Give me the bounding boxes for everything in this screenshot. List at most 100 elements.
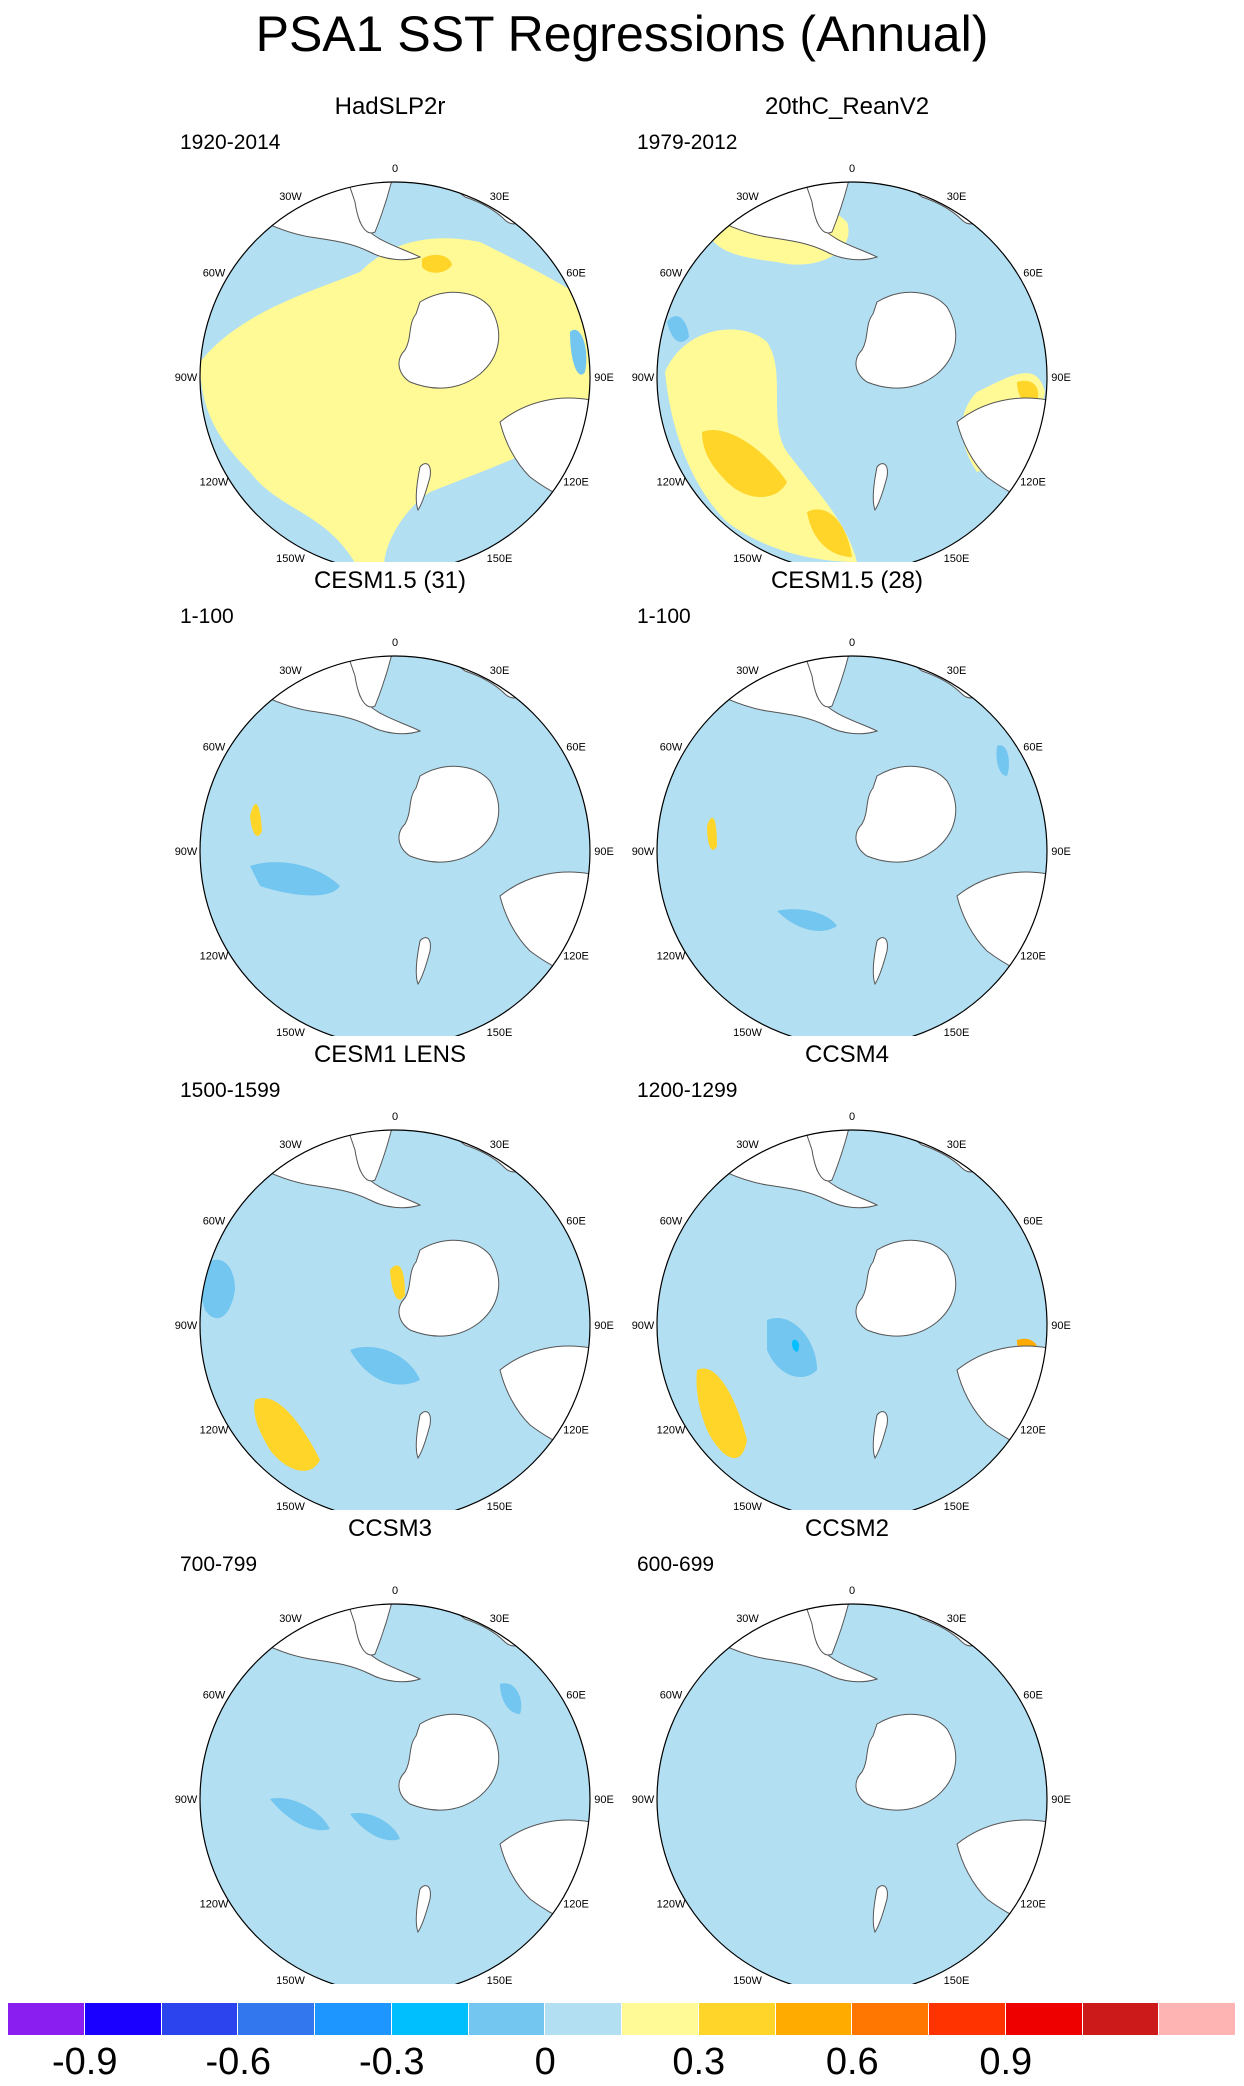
landmass xyxy=(398,1239,500,1337)
map-panel: 030E60E90E120E150E180150W120W90W60W30WCE… xyxy=(617,566,1077,1036)
longitude-label: 60E xyxy=(1023,742,1043,754)
map-panel: 030E60E90E120E150E180150W120W90W60W30WHa… xyxy=(160,92,620,562)
panel-title: 20thC_ReanV2 xyxy=(764,93,930,120)
sst-contour-region xyxy=(500,1683,522,1714)
panel-period-label: 700-799 xyxy=(180,1553,258,1576)
landmass xyxy=(872,937,888,986)
sst-contour-region xyxy=(220,452,290,522)
longitude-label: 90W xyxy=(175,372,198,384)
landmass xyxy=(872,1885,888,1934)
sst-contour-region xyxy=(777,909,837,931)
longitude-label: 90E xyxy=(594,372,614,384)
colorbar-swatch xyxy=(8,2003,85,2035)
polar-map: 030E60E90E120E150E180150W120W90W60W30W xyxy=(632,163,1071,562)
panel-title: HadSLP2r xyxy=(334,93,446,120)
longitude-label: 30E xyxy=(947,1139,967,1151)
map-panel: 030E60E90E120E150E180150W120W90W60W30W20… xyxy=(617,92,1077,562)
longitude-label: 60E xyxy=(566,742,586,754)
figure-title: PSA1 SST Regressions (Annual) xyxy=(255,6,989,62)
landmass xyxy=(855,1239,957,1337)
longitude-label: 30W xyxy=(279,1613,302,1625)
longitude-label: 60E xyxy=(1023,268,1043,280)
sst-contour-region xyxy=(200,238,590,562)
longitude-label: 90W xyxy=(632,846,655,858)
sst-contour-region xyxy=(254,1398,320,1471)
landmass xyxy=(415,1411,431,1460)
sst-contour-region xyxy=(270,1798,330,1831)
sst-contour-region xyxy=(767,1803,896,1895)
sst-contour-region xyxy=(422,254,452,273)
polar-map: 030E60E90E120E150E180150W120W90W60W30W xyxy=(175,163,614,562)
longitude-label: 120E xyxy=(1020,1425,1046,1437)
longitude-label: 150W xyxy=(276,1975,305,1984)
longitude-label: 120E xyxy=(1020,1899,1046,1911)
polar-map: 030E60E90E120E150E180150W120W90W60W30W xyxy=(175,1111,614,1510)
sst-contour-region xyxy=(707,817,717,850)
landmass xyxy=(398,1713,500,1811)
panel-title: CESM1 LENS xyxy=(313,1041,467,1068)
longitude-label: 90E xyxy=(1051,1794,1071,1806)
panel-period-label: 1200-1299 xyxy=(637,1079,738,1102)
colorbar-swatch xyxy=(852,2003,929,2035)
landmass xyxy=(855,291,957,389)
panel-title: CCSM2 xyxy=(804,1515,889,1542)
polar-map: 030E60E90E120E150E180150W120W90W60W30W xyxy=(175,1585,614,1984)
longitude-label: 150E xyxy=(944,1975,970,1984)
longitude-label: 150W xyxy=(276,1027,305,1036)
map-panel: 030E60E90E120E150E180150W120W90W60W30WCC… xyxy=(617,1040,1077,1510)
longitude-label: 0 xyxy=(392,1585,398,1597)
longitude-label: 60E xyxy=(566,268,586,280)
colorbar-swatch xyxy=(84,2003,162,2035)
longitude-label: 120E xyxy=(1020,951,1046,963)
colorbar-swatch xyxy=(1159,2003,1236,2035)
longitude-label: 150E xyxy=(487,1027,513,1036)
sst-contour-region xyxy=(696,1368,747,1459)
map-boundary xyxy=(199,181,591,562)
longitude-label: 150W xyxy=(276,553,305,562)
map-boundary xyxy=(199,1603,591,1984)
panel-title: CESM1.5 (31) xyxy=(313,567,467,594)
colorbar xyxy=(8,2003,1236,2035)
longitude-label: 60W xyxy=(203,742,226,754)
longitude-label: 90E xyxy=(594,846,614,858)
longitude-label: 30W xyxy=(279,665,302,677)
panel-period-label: 1979-2012 xyxy=(637,131,738,154)
map-boundary xyxy=(656,1129,1048,1510)
longitude-label: 150W xyxy=(733,1975,762,1984)
colorbar-swatch xyxy=(468,2003,546,2035)
map-boundary xyxy=(656,181,1048,562)
longitude-label: 120E xyxy=(563,477,589,489)
longitude-label: 0 xyxy=(849,1111,855,1123)
longitude-label: 0 xyxy=(392,1111,398,1123)
longitude-label: 0 xyxy=(849,637,855,649)
colorbar-tick-label: 0.3 xyxy=(672,2041,726,2083)
longitude-label: 60W xyxy=(203,1216,226,1228)
panel-period-label: 1-100 xyxy=(180,605,234,628)
panel-period-label: 1500-1599 xyxy=(180,1079,281,1102)
colorbar-swatch xyxy=(315,2003,392,2035)
landmass xyxy=(398,291,500,389)
longitude-label: 30E xyxy=(947,191,967,203)
panel-period-label: 1920-2014 xyxy=(180,131,281,154)
sst-contour-region xyxy=(665,329,857,562)
colorbar-swatch xyxy=(929,2003,1006,2035)
sst-contour-region xyxy=(702,430,787,497)
longitude-label: 90E xyxy=(1051,846,1071,858)
colorbar-tick-label: -0.9 xyxy=(52,2041,118,2083)
longitude-label: 120E xyxy=(563,951,589,963)
longitude-label: 90W xyxy=(175,846,198,858)
sst-contour-region xyxy=(220,1743,392,1849)
landmass xyxy=(872,1411,888,1460)
longitude-label: 60W xyxy=(660,268,683,280)
colorbar-swatch xyxy=(545,2003,622,2035)
longitude-label: 120W xyxy=(200,477,229,489)
map-boundary xyxy=(656,1603,1048,1984)
longitude-label: 120W xyxy=(657,951,686,963)
longitude-label: 150E xyxy=(487,553,513,562)
longitude-label: 120W xyxy=(200,1425,229,1437)
colorbar-swatch xyxy=(622,2003,699,2035)
longitude-label: 30W xyxy=(736,191,759,203)
panel-period-label: 600-699 xyxy=(637,1553,715,1576)
sst-contour-region xyxy=(792,1339,800,1352)
longitude-label: 120W xyxy=(200,951,229,963)
